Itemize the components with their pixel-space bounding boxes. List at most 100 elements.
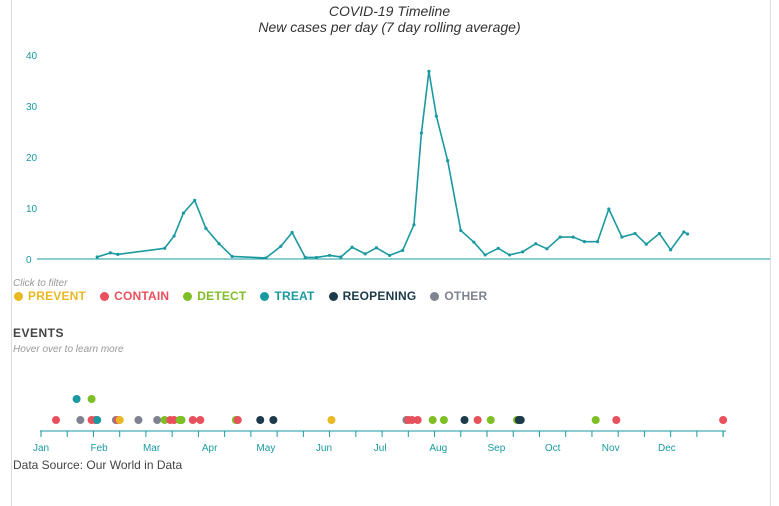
data-point xyxy=(230,254,234,259)
event-dot[interactable] xyxy=(177,416,186,424)
data-point xyxy=(264,256,268,260)
month-tick-label: Feb xyxy=(90,443,108,454)
y-tick-label: 10 xyxy=(26,204,38,215)
y-tick-label: 0 xyxy=(26,255,32,266)
legend-dot xyxy=(100,291,110,301)
event-dot[interactable] xyxy=(591,416,600,424)
data-point xyxy=(193,198,197,202)
y-tick-label: 30 xyxy=(26,102,38,113)
data-point xyxy=(290,230,294,235)
data-point xyxy=(483,253,487,257)
legend-item-other[interactable]: OTHER xyxy=(430,289,487,303)
month-tick-label: May xyxy=(256,443,275,454)
legend-hint: Click to filter xyxy=(13,278,68,289)
event-dot[interactable] xyxy=(460,416,469,424)
data-point xyxy=(620,235,624,239)
legend-item-prevent[interactable]: PREVENT xyxy=(14,289,86,303)
event-dot[interactable] xyxy=(233,416,242,424)
event-dot[interactable] xyxy=(719,416,728,424)
legend-label: REOPENING xyxy=(342,289,417,303)
legend-dot xyxy=(328,291,338,301)
data-point xyxy=(521,250,525,254)
data-point xyxy=(401,248,405,252)
data-point xyxy=(446,158,450,163)
month-tick-label: Dec xyxy=(658,443,676,454)
event-dot[interactable] xyxy=(269,416,278,424)
event-dot[interactable] xyxy=(413,416,422,424)
month-tick-label: Nov xyxy=(602,443,620,454)
event-dot[interactable] xyxy=(160,416,169,424)
y-tick-label: 20 xyxy=(26,153,38,164)
event-dot[interactable] xyxy=(486,416,495,424)
data-point xyxy=(582,240,587,244)
data-source: Data Source: Our World in Data xyxy=(13,458,183,472)
data-point xyxy=(303,255,307,260)
legend-item-contain[interactable]: CONTAIN xyxy=(100,289,169,303)
data-point xyxy=(350,245,354,249)
legend-dot xyxy=(183,291,193,301)
data-point xyxy=(314,255,319,260)
data-point xyxy=(545,247,549,251)
legend-dot xyxy=(14,291,23,301)
month-tick-label: Apr xyxy=(202,443,218,454)
month-tick-label: Sep xyxy=(487,443,505,454)
event-dot[interactable] xyxy=(196,416,205,424)
event-dot[interactable] xyxy=(408,416,417,424)
events-hint: Hover over to learn more xyxy=(13,344,124,355)
y-tick-label: 40 xyxy=(26,51,38,62)
data-point xyxy=(279,244,283,248)
month-tick-label: Jan xyxy=(33,443,49,454)
event-dot[interactable] xyxy=(188,416,197,424)
legend-item-detect[interactable]: DETECT xyxy=(183,289,246,303)
event-dot[interactable] xyxy=(428,416,437,424)
event-dot[interactable] xyxy=(134,416,143,424)
event-dot[interactable] xyxy=(170,416,179,424)
data-point xyxy=(374,246,379,250)
event-dot[interactable] xyxy=(72,395,81,403)
data-point xyxy=(327,253,332,258)
chart-frame xyxy=(11,0,771,506)
data-point xyxy=(644,242,648,246)
data-point xyxy=(633,231,637,236)
data-point xyxy=(387,253,392,258)
legend-label: PREVENT xyxy=(28,289,87,303)
data-point xyxy=(472,240,476,244)
chart-subtitle: New cases per day (7 day rolling average… xyxy=(258,19,521,35)
legend-label: OTHER xyxy=(444,289,488,303)
event-dot[interactable] xyxy=(256,416,265,424)
data-point xyxy=(685,232,690,236)
data-point xyxy=(108,251,112,255)
data-point xyxy=(534,242,538,246)
data-point xyxy=(95,255,99,259)
chart-title: COVID-19 Timeline xyxy=(328,3,451,19)
event-dot[interactable] xyxy=(516,416,525,424)
data-point xyxy=(607,207,611,211)
event-dot[interactable] xyxy=(51,416,60,424)
legend-item-treat[interactable]: TREAT xyxy=(260,289,314,303)
data-point xyxy=(682,230,686,234)
event-dot[interactable] xyxy=(115,416,124,424)
event-dot[interactable] xyxy=(153,416,162,424)
month-tick-label: Jul xyxy=(374,443,387,454)
data-point xyxy=(163,246,167,250)
events-title: EVENTS xyxy=(13,326,65,340)
event-dot[interactable] xyxy=(87,395,96,403)
event-dot[interactable] xyxy=(612,416,621,424)
data-point xyxy=(116,252,120,257)
event-dot[interactable] xyxy=(473,416,482,424)
month-tick-label: Mar xyxy=(143,443,161,454)
legend: PREVENT CONTAIN DETECT TREAT REOPENING OTHER xyxy=(14,289,487,303)
series-line xyxy=(96,70,688,259)
data-point xyxy=(657,231,662,236)
legend-item-reopening[interactable]: REOPENING xyxy=(328,289,417,303)
legend-dot xyxy=(260,291,270,301)
event-dot[interactable] xyxy=(327,416,336,424)
event-dot[interactable] xyxy=(76,416,85,424)
data-point xyxy=(669,248,673,252)
event-dot[interactable] xyxy=(439,416,448,424)
data-point xyxy=(427,69,431,73)
legend-label: TREAT xyxy=(274,289,315,303)
event-dot[interactable] xyxy=(93,416,102,424)
data-point xyxy=(507,253,512,257)
